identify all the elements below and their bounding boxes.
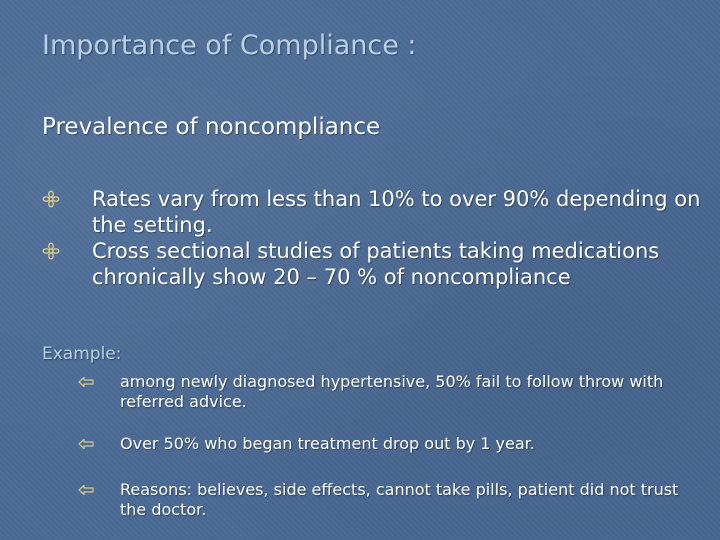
flower-bullet-icon — [42, 186, 92, 212]
example-item: among newly diagnosed hypertensive, 50% … — [78, 372, 698, 412]
left-arrow-icon — [78, 372, 120, 392]
bullet-text: Rates vary from less than 10% to over 90… — [92, 187, 701, 237]
example-text: among newly diagnosed hypertensive, 50% … — [120, 372, 664, 411]
bullet-list: Rates vary from less than 10% to over 90… — [42, 186, 702, 290]
slide-subtitle: Prevalence of noncompliance — [42, 114, 381, 140]
example-text: Over 50% who began treatment drop out by… — [120, 434, 535, 453]
left-arrow-icon — [78, 480, 120, 500]
example-item: Reasons: believes, side effects, cannot … — [78, 480, 698, 520]
slide-title: Importance of Compliance : — [42, 30, 417, 61]
example-item: Over 50% who began treatment drop out by… — [78, 434, 698, 454]
bullet-text: Cross sectional studies of patients taki… — [92, 239, 660, 289]
flower-bullet-icon — [42, 238, 92, 264]
bullet-item: Rates vary from less than 10% to over 90… — [42, 186, 702, 238]
example-text: Reasons: believes, side effects, cannot … — [120, 480, 679, 519]
example-list: among newly diagnosed hypertensive, 50% … — [78, 372, 698, 520]
bullet-item: Cross sectional studies of patients taki… — [42, 238, 702, 290]
example-label: Example: — [42, 344, 122, 364]
left-arrow-icon — [78, 434, 120, 454]
